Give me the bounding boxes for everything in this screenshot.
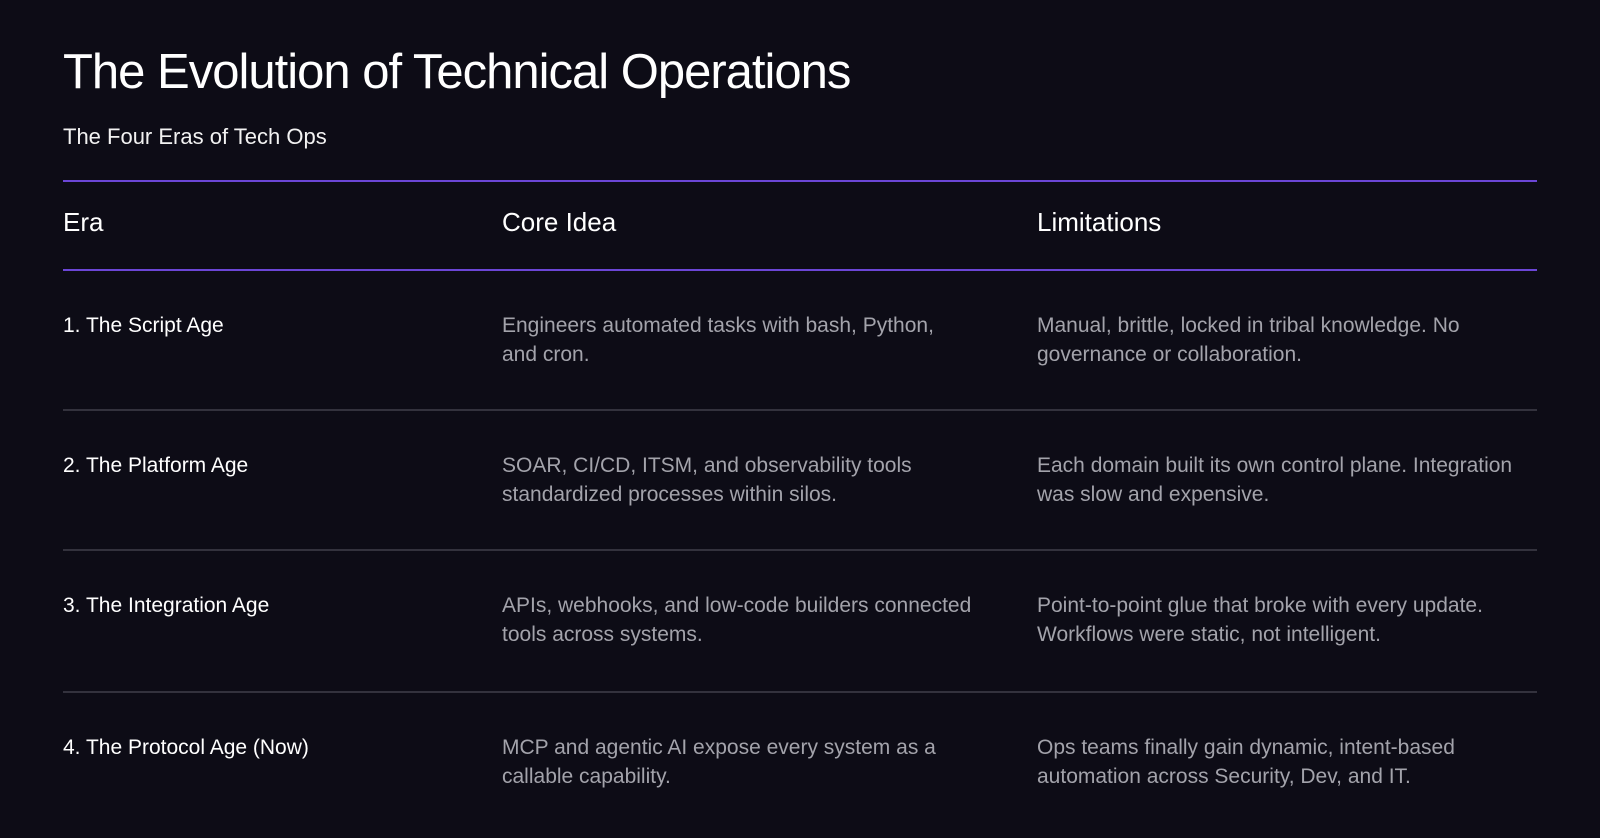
row-divider bbox=[63, 409, 1537, 411]
header-era: Era bbox=[63, 207, 104, 237]
slide: The Evolution of Technical Operations Th… bbox=[63, 0, 1537, 838]
core-idea-cell: MCP and agentic AI expose every system a… bbox=[502, 736, 936, 788]
table-row: 3. The Integration Age APIs, webhooks, a… bbox=[63, 551, 1537, 693]
limitations-cell: Point-to-point glue that broke with ever… bbox=[1037, 594, 1483, 646]
page-subtitle: The Four Eras of Tech Ops bbox=[63, 124, 327, 149]
row-divider bbox=[63, 549, 1537, 551]
header-core-idea: Core Idea bbox=[502, 207, 617, 237]
table-row: 1. The Script Age Engineers automated ta… bbox=[63, 271, 1537, 411]
table-header: Era Core Idea Limitations bbox=[63, 205, 1537, 241]
era-cell: 3. The Integration Age bbox=[63, 594, 270, 617]
table-header-rule bbox=[63, 269, 1537, 271]
core-idea-cell: Engineers automated tasks with bash, Pyt… bbox=[502, 314, 934, 366]
era-cell: 4. The Protocol Age (Now) bbox=[63, 736, 309, 759]
era-cell: 1. The Script Age bbox=[63, 314, 224, 337]
core-idea-cell: APIs, webhooks, and low-code builders co… bbox=[502, 594, 972, 646]
era-cell: 2. The Platform Age bbox=[63, 454, 249, 477]
table-row: 4. The Protocol Age (Now) MCP and agenti… bbox=[63, 693, 1537, 833]
core-idea-cell: SOAR, CI/CD, ITSM, and observability too… bbox=[502, 454, 912, 506]
page-title: The Evolution of Technical Operations bbox=[63, 45, 851, 99]
table-top-rule bbox=[63, 180, 1537, 182]
limitations-cell: Each domain built its own control plane.… bbox=[1037, 454, 1513, 506]
table-row: 2. The Platform Age SOAR, CI/CD, ITSM, a… bbox=[63, 411, 1537, 551]
header-limitations: Limitations bbox=[1037, 207, 1162, 237]
row-divider bbox=[63, 691, 1537, 693]
limitations-cell: Ops teams finally gain dynamic, intent-b… bbox=[1037, 736, 1455, 788]
limitations-cell: Manual, brittle, locked in tribal knowle… bbox=[1037, 314, 1460, 366]
